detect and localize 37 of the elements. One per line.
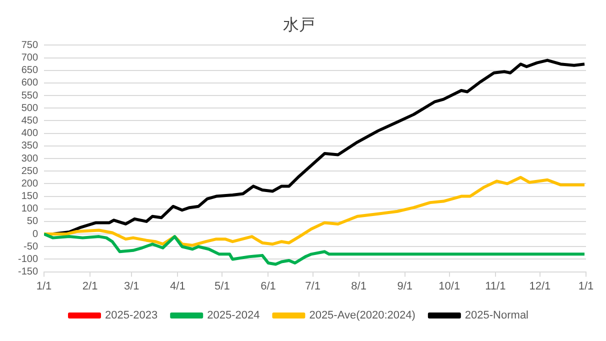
y-tick-label: -50	[24, 241, 38, 252]
y-tick-label: 400	[21, 128, 38, 140]
y-tick-label: 650	[21, 65, 38, 76]
x-tick-label: 4/1	[170, 280, 186, 292]
y-tick-label: 150	[21, 191, 38, 202]
legend-label: 2025-2024	[207, 310, 260, 322]
x-tick-label: 8/1	[351, 280, 366, 292]
x-tick-label: 12/1	[529, 280, 551, 292]
legend-label: 2025-Ave(2020:2024)	[309, 310, 416, 322]
y-tick-label: 500	[21, 102, 38, 114]
x-tick-label: 7/1	[305, 280, 320, 292]
x-tick-label: 11/1	[485, 280, 506, 292]
chart-title: 水戸	[283, 16, 315, 34]
y-tick-label: 750	[21, 40, 38, 51]
x-tick-label: 1/1	[36, 280, 52, 292]
y-tick-label: 550	[21, 90, 38, 102]
x-tick-label: 6/1	[260, 280, 276, 292]
y-tick-label: 100	[21, 204, 38, 215]
y-tick-label: 200	[21, 178, 38, 190]
y-tick-label: 250	[21, 166, 38, 177]
y-tick-label: -150	[18, 266, 38, 278]
x-tick-label: 9/1	[397, 280, 412, 292]
x-tick-label: 2/1	[82, 280, 98, 292]
x-tick-label: 5/1	[214, 280, 230, 292]
x-tick-label: 10/1	[438, 280, 460, 292]
y-tick-label: 300	[21, 153, 38, 164]
legend-label: 2025-Normal	[464, 310, 529, 322]
y-tick-label: 450	[21, 115, 38, 126]
x-tick-label: 3/1	[124, 280, 140, 292]
y-tick-label: 50	[26, 216, 38, 228]
y-tick-label: -100	[18, 254, 38, 265]
y-tick-label: 700	[21, 52, 38, 64]
y-tick-label: 350	[21, 140, 38, 152]
y-tick-label: 0	[32, 228, 38, 240]
y-tick-label: 600	[21, 78, 38, 89]
x-tick-label: 1/1	[578, 280, 594, 292]
legend-label: 2025-2023	[104, 310, 158, 322]
